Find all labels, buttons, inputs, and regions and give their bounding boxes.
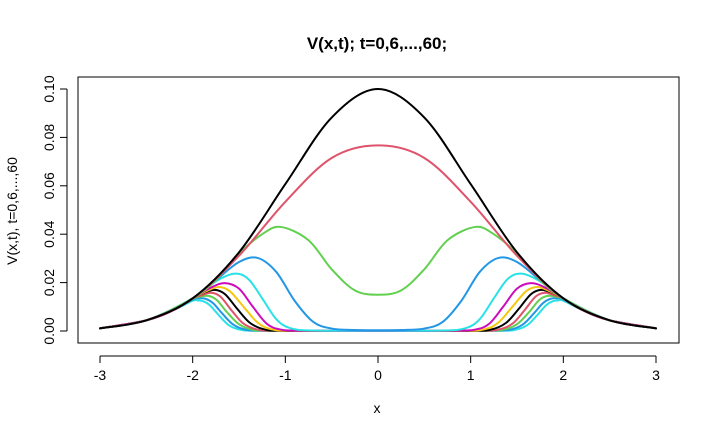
series-line-5: [99, 282, 657, 332]
series-line-4: [99, 272, 657, 332]
series-line-7: [99, 288, 657, 332]
y-axis-label: V(x,t), t=0,6,...,60: [4, 157, 20, 265]
series-line-1: [99, 144, 657, 330]
y-tick-label: 0.10: [41, 75, 57, 102]
series-layer: [99, 88, 657, 333]
x-tick-label: -2: [186, 367, 199, 383]
x-axis: -3 -2 -1 0 1 2 3: [94, 355, 660, 383]
x-tick-label: 0: [374, 367, 382, 383]
series-line-0: [99, 88, 657, 330]
chart-title: V(x,t); t=0,6,...,60;: [307, 34, 447, 53]
x-axis-label: x: [374, 400, 381, 416]
series-line-3: [99, 256, 657, 332]
y-tick-label: 0.04: [41, 220, 57, 247]
series-line-2: [99, 225, 657, 330]
series-line-8: [99, 291, 657, 332]
plot-frame: [77, 76, 680, 344]
y-tick-label: 0.08: [41, 124, 57, 151]
x-tick-label: -1: [279, 367, 292, 383]
x-tick-label: 3: [652, 367, 660, 383]
x-tick-label: -3: [94, 367, 107, 383]
x-tick-label: 1: [467, 367, 475, 383]
series-line-9: [99, 294, 657, 332]
x-tick-label: 2: [559, 367, 567, 383]
y-tick-label: 0.00: [41, 317, 57, 344]
series-line-6: [99, 285, 657, 333]
y-tick-label: 0.02: [41, 269, 57, 296]
y-tick-label: 0.06: [41, 172, 57, 199]
y-axis: 0.00 0.02 0.04 0.06 0.08 0.10: [41, 75, 68, 345]
